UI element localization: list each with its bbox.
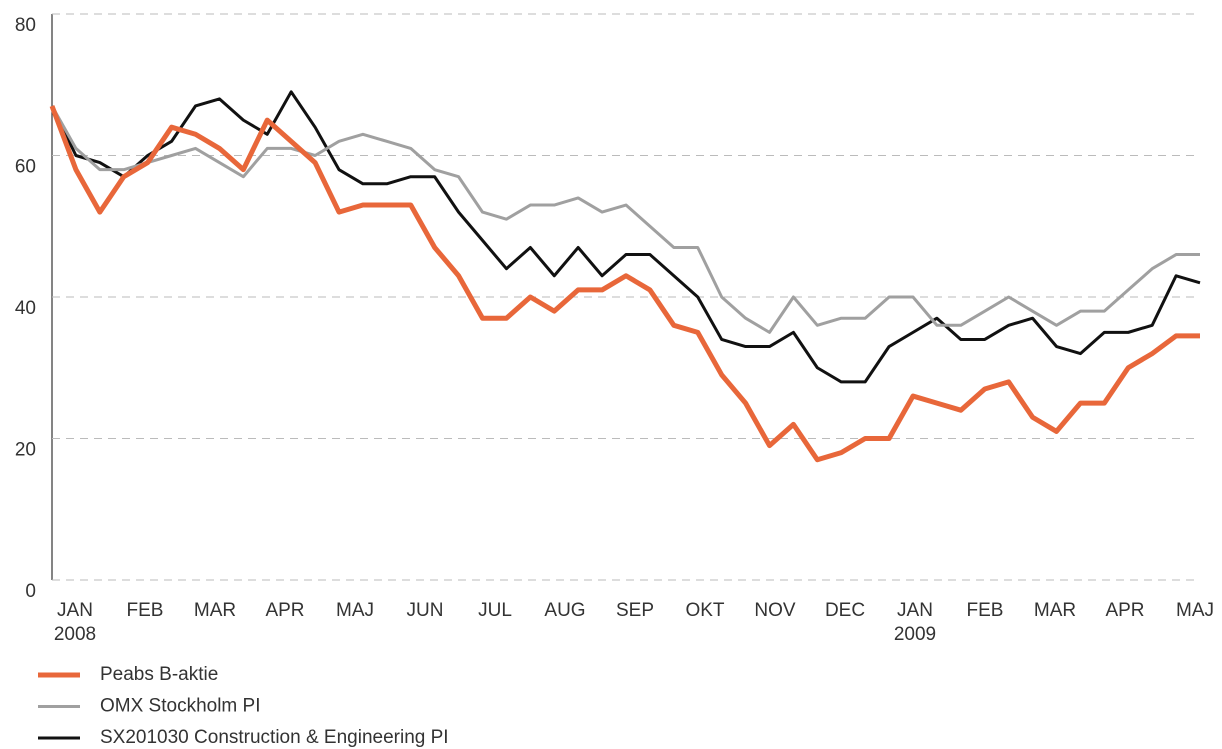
- legend-label: OMX Stockholm PI: [100, 696, 261, 717]
- y-tick-label: 60: [15, 157, 36, 178]
- legend-label: SX201030 Construction & Engineering PI: [100, 727, 449, 748]
- x-tick-label: AUG: [544, 600, 585, 621]
- x-tick-label: MAJ: [1176, 600, 1214, 621]
- x-tick-label: JUN: [407, 600, 444, 621]
- x-tick-label: APR: [265, 600, 304, 621]
- series-line: [50, 90, 1201, 384]
- x-tick-sublabel: 2008: [54, 624, 96, 645]
- x-tick-label: JAN: [57, 600, 93, 621]
- series-line: [50, 105, 1200, 334]
- x-tick-sublabel: 2009: [894, 624, 936, 645]
- y-tick-label: 0: [25, 581, 36, 602]
- x-tick-label: MAR: [1034, 600, 1076, 621]
- x-tick-label: SEP: [616, 600, 654, 621]
- x-tick-label: MAR: [194, 600, 236, 621]
- y-tick-label: 40: [15, 298, 36, 319]
- x-tick-label: JUL: [478, 600, 512, 621]
- x-tick-label: NOV: [754, 600, 796, 621]
- x-tick-label: APR: [1105, 600, 1144, 621]
- x-tick-label: MAJ: [336, 600, 374, 621]
- x-tick-label: JAN: [897, 600, 933, 621]
- x-tick-label: OKT: [685, 600, 724, 621]
- y-tick-label: 80: [15, 15, 36, 36]
- x-tick-label: FEB: [127, 600, 164, 621]
- x-tick-label: FEB: [967, 600, 1004, 621]
- x-tick-label: DEC: [825, 600, 865, 621]
- legend-label: Peabs B-aktie: [100, 664, 218, 685]
- series-line: [49, 105, 1200, 463]
- y-tick-label: 20: [15, 440, 36, 461]
